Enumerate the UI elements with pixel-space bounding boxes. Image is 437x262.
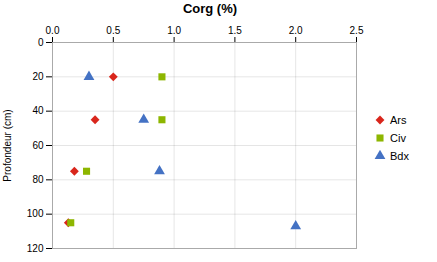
svg-text:2.0: 2.0 <box>289 25 303 36</box>
svg-text:0.0: 0.0 <box>46 25 60 36</box>
svg-text:2.5: 2.5 <box>350 25 364 36</box>
svg-text:0.5: 0.5 <box>106 25 120 36</box>
html-text:Civ: Civ <box>390 132 406 144</box>
html-text:Bdx: Bdx <box>390 150 409 162</box>
svg-text:1.5: 1.5 <box>228 25 242 36</box>
svg-text:100: 100 <box>27 208 44 219</box>
svg-text:60: 60 <box>32 140 44 151</box>
svg-text:1.0: 1.0 <box>167 25 181 36</box>
svg-text:40: 40 <box>32 105 44 116</box>
svg-text:Profondeur (cm): Profondeur (cm) <box>2 109 13 181</box>
svg-text:120: 120 <box>27 243 44 254</box>
svg-text:80: 80 <box>32 174 44 185</box>
html-text:Corg (%): Corg (%) <box>182 1 238 16</box>
html-text:Ars: Ars <box>390 114 407 126</box>
svg-text:0: 0 <box>38 37 44 48</box>
svg-text:20: 20 <box>32 71 44 82</box>
